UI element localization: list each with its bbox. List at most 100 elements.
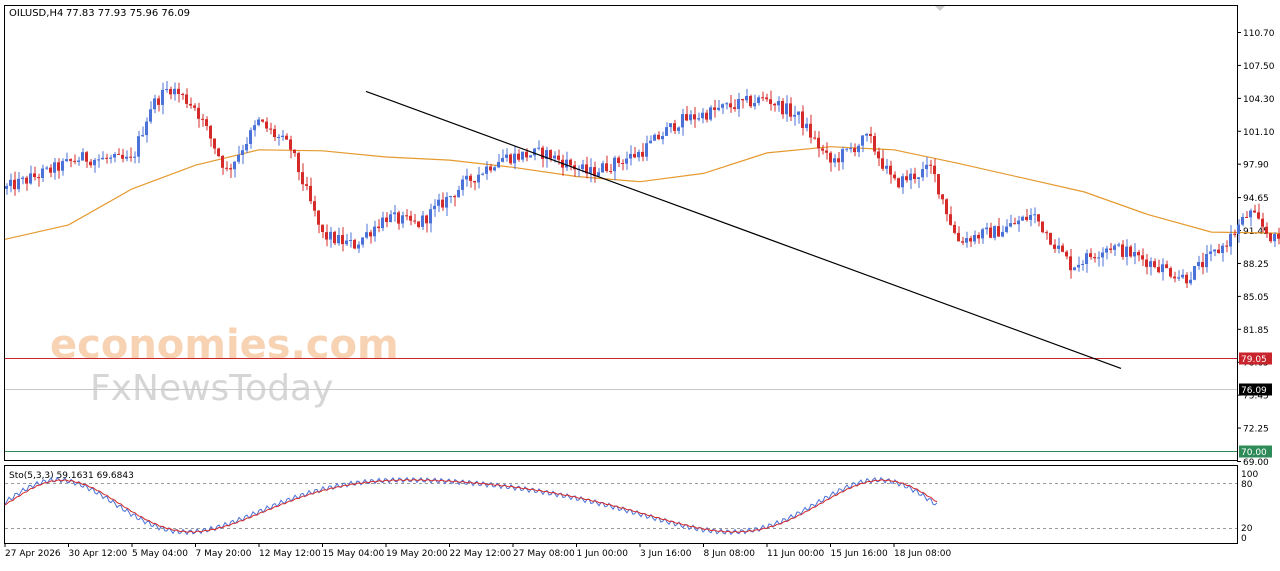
candle-body (677, 127, 680, 131)
candle-body (421, 215, 424, 227)
osc-tick-100: 100 (1241, 470, 1258, 480)
candle-body (621, 163, 624, 164)
candle-body (717, 107, 720, 110)
candle-body (781, 101, 784, 115)
candle-body (937, 174, 940, 195)
candle-body (305, 184, 308, 186)
oscillator-label: Sto(5,3,3) 59.1631 69.6843 (9, 471, 134, 481)
candle-body (913, 173, 916, 179)
candle-body (1145, 259, 1148, 267)
candle-body (789, 103, 792, 117)
time-tick-label: 1 Jun 00:00 (577, 549, 629, 559)
candle-body (813, 137, 816, 139)
candle-body (733, 107, 736, 109)
candle-body (89, 161, 92, 166)
candle-body (1225, 245, 1228, 247)
candle-body (929, 164, 932, 166)
candle-body (833, 158, 836, 163)
candle-body (761, 97, 764, 99)
candle-body (757, 97, 760, 103)
candle-body (1197, 262, 1200, 266)
candle-body (793, 114, 796, 117)
time-tick-label: 15 May 04:00 (323, 549, 385, 559)
candle-body (489, 166, 492, 171)
candle-body (961, 241, 964, 243)
candle-body (713, 107, 716, 110)
candle-body (533, 148, 536, 156)
candle-body (1149, 261, 1152, 267)
price-levels: 79.05 70.00 76.09 (5, 352, 1272, 458)
candle-body (877, 151, 880, 159)
candle-body (1221, 245, 1224, 253)
time-tick-label: 30 Apr 12:00 (69, 549, 128, 559)
time-tick-label: 15 Jun 16:00 (831, 549, 888, 559)
level-label-resistance: 79.05 (1241, 355, 1267, 365)
candle-body (497, 161, 500, 168)
candle-body (125, 156, 128, 159)
candle-body (653, 134, 656, 141)
candle-body (949, 214, 952, 225)
candle-body (1129, 246, 1132, 257)
candle-body (485, 166, 488, 174)
candle-body (1161, 264, 1164, 273)
candle-body (513, 153, 516, 164)
candle-body (313, 201, 316, 211)
sto-signal-line (4, 478, 938, 533)
candle-body (333, 231, 336, 244)
watermark-line2: FxNewsToday (90, 368, 333, 409)
candle-body (237, 155, 240, 162)
candle-body (361, 237, 364, 245)
candle-body (261, 119, 264, 122)
candle-body (369, 232, 372, 237)
candle-body (581, 164, 584, 169)
candle-body (1057, 245, 1060, 249)
candle-body (117, 154, 120, 155)
candle-body (285, 135, 288, 140)
candle-body (349, 240, 352, 241)
candle-body (769, 99, 772, 104)
candle-body (685, 114, 688, 121)
time-tick-label: 8 Jun 08:00 (704, 549, 756, 559)
candle-body (401, 215, 404, 224)
time-tick-label: 5 May 04:00 (132, 549, 188, 559)
candle-body (1037, 214, 1040, 222)
candle-body (157, 98, 160, 105)
price-tick-label: 81.85 (1243, 326, 1269, 336)
candle-body (1209, 251, 1212, 254)
level-tag-resistance (1239, 352, 1272, 365)
candle-body (825, 150, 828, 153)
candle-body (1101, 252, 1104, 258)
candle-body (525, 151, 528, 158)
time-tick-label: 19 May 20:00 (386, 549, 448, 559)
candle-body (1021, 216, 1024, 221)
moving-average (4, 146, 1280, 240)
candle-body (637, 151, 640, 158)
candle-body (21, 177, 24, 179)
candle-body (853, 148, 856, 153)
candle-body (1053, 244, 1056, 249)
candle-body (1177, 277, 1180, 279)
candle-body (353, 240, 356, 249)
candle-body (1005, 226, 1008, 232)
candle-body (445, 196, 448, 208)
candle-body (49, 167, 52, 173)
candle-body (593, 167, 596, 177)
price-tick-label: 88.25 (1243, 260, 1269, 270)
candle-body (173, 88, 176, 95)
candle-body (1085, 253, 1088, 264)
candle-body (1213, 249, 1216, 252)
shift-marker-icon[interactable] (935, 6, 945, 11)
trendline[interactable] (365, 90, 1122, 369)
price-tick-label: 110.70 (1243, 29, 1275, 39)
candle-body (749, 96, 752, 107)
candle-body (541, 147, 544, 159)
candle-body (181, 94, 184, 95)
candle-body (705, 112, 708, 120)
ma-line (4, 146, 1280, 240)
candle-body (925, 164, 928, 169)
candle-body (301, 172, 304, 185)
candle-body (625, 158, 628, 164)
candle-body (377, 226, 380, 229)
